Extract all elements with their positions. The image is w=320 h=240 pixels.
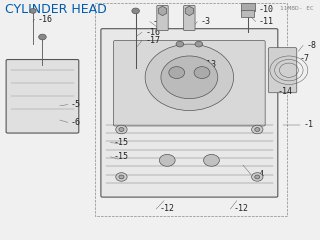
Text: -15: -15 — [114, 152, 129, 161]
FancyBboxPatch shape — [114, 41, 265, 126]
Text: -10: -10 — [259, 5, 274, 14]
Circle shape — [252, 125, 263, 134]
Circle shape — [176, 41, 184, 47]
Circle shape — [145, 44, 234, 111]
Circle shape — [116, 125, 127, 134]
Circle shape — [255, 175, 260, 179]
Circle shape — [204, 154, 220, 166]
Text: -12: -12 — [159, 204, 174, 213]
Circle shape — [116, 173, 127, 181]
Polygon shape — [185, 6, 194, 16]
Circle shape — [194, 67, 210, 78]
Text: -17: -17 — [145, 36, 160, 45]
FancyBboxPatch shape — [268, 48, 297, 93]
FancyBboxPatch shape — [241, 3, 255, 11]
Circle shape — [252, 173, 263, 181]
Circle shape — [119, 175, 124, 179]
Circle shape — [161, 56, 218, 99]
Circle shape — [169, 67, 185, 78]
Text: -14: -14 — [278, 87, 293, 96]
FancyBboxPatch shape — [184, 6, 195, 30]
Circle shape — [132, 8, 140, 14]
Text: -6: -6 — [71, 118, 81, 127]
Text: 11M8D- EC: 11M8D- EC — [280, 6, 314, 11]
FancyBboxPatch shape — [6, 60, 79, 133]
Circle shape — [195, 41, 203, 47]
FancyBboxPatch shape — [157, 6, 168, 30]
Text: -4: -4 — [254, 170, 264, 179]
Text: -16: -16 — [38, 15, 53, 24]
Text: -15: -15 — [114, 138, 129, 147]
FancyBboxPatch shape — [101, 29, 278, 197]
Text: -16: -16 — [145, 28, 160, 37]
Text: -5: -5 — [71, 100, 81, 109]
Text: -11: -11 — [259, 17, 274, 26]
Polygon shape — [158, 6, 167, 16]
Circle shape — [119, 128, 124, 132]
Text: -8: -8 — [306, 41, 316, 50]
Text: CYLINDER HEAD: CYLINDER HEAD — [4, 3, 106, 16]
Circle shape — [39, 34, 46, 40]
Text: -2: -2 — [153, 17, 163, 26]
Text: -7: -7 — [300, 54, 310, 63]
Text: -1: -1 — [303, 120, 313, 129]
Text: -12: -12 — [234, 204, 249, 213]
Circle shape — [159, 154, 175, 166]
Text: -3: -3 — [200, 17, 211, 26]
FancyBboxPatch shape — [242, 10, 254, 17]
Circle shape — [255, 128, 260, 132]
Circle shape — [30, 9, 36, 13]
Text: -13: -13 — [202, 60, 217, 69]
Text: -13: -13 — [180, 67, 195, 76]
